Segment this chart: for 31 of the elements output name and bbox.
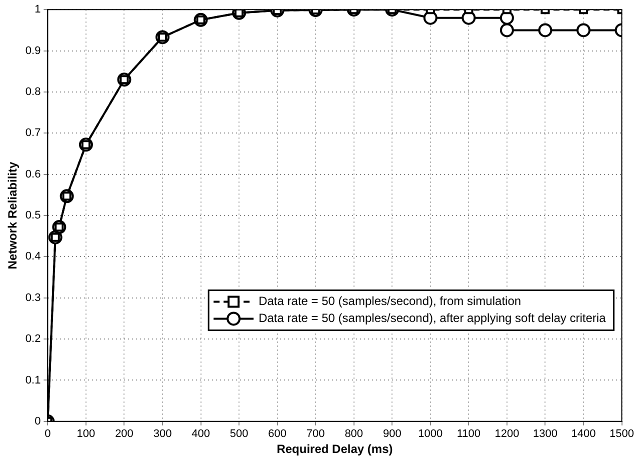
y-tick-label: 0.9	[25, 44, 41, 57]
y-tick-label: 0.8	[25, 86, 41, 98]
x-axis-title: Required Delay (ms)	[276, 442, 393, 456]
x-tick-label: 1200	[494, 428, 520, 440]
x-tick-label: 100	[76, 428, 96, 440]
y-tick-label: 0.6	[25, 168, 41, 180]
x-tick-label: 1500	[610, 428, 634, 440]
y-tick-label: 1	[34, 4, 41, 16]
x-tick-label: 400	[192, 428, 210, 440]
y-tick-label: 0.3	[25, 292, 41, 304]
legend-label: Data rate = 50 (samples/second), after applying soft delay criteria	[258, 311, 606, 326]
x-tick-label: 1100	[456, 428, 481, 440]
x-tick-label: 900	[382, 428, 402, 440]
x-tick-label: 700	[306, 428, 325, 440]
x-tick-label: 500	[230, 428, 248, 440]
x-tick-label: 200	[115, 428, 134, 440]
x-tick-label: 800	[344, 428, 364, 440]
y-tick-label: 0.2	[25, 333, 41, 346]
y-axis-title: Network Reliability	[6, 162, 20, 270]
legend-label: Data rate = 50 (samples/second), from simulation	[258, 294, 522, 308]
y-tick-label: 0.7	[25, 127, 41, 140]
x-tick-label: 0	[44, 428, 51, 440]
y-tick-label: 0.4	[25, 250, 41, 263]
y-tick-label: 0.5	[25, 210, 41, 222]
x-tick-label: 300	[153, 428, 172, 440]
x-tick-label: 600	[268, 428, 286, 440]
y-tick-label: 0	[34, 415, 41, 428]
x-tick-label: 1000	[418, 428, 443, 440]
x-tick-label: 1300	[532, 428, 558, 440]
x-tick-label: 1400	[571, 428, 596, 440]
y-tick-label: 0.1	[25, 374, 41, 386]
